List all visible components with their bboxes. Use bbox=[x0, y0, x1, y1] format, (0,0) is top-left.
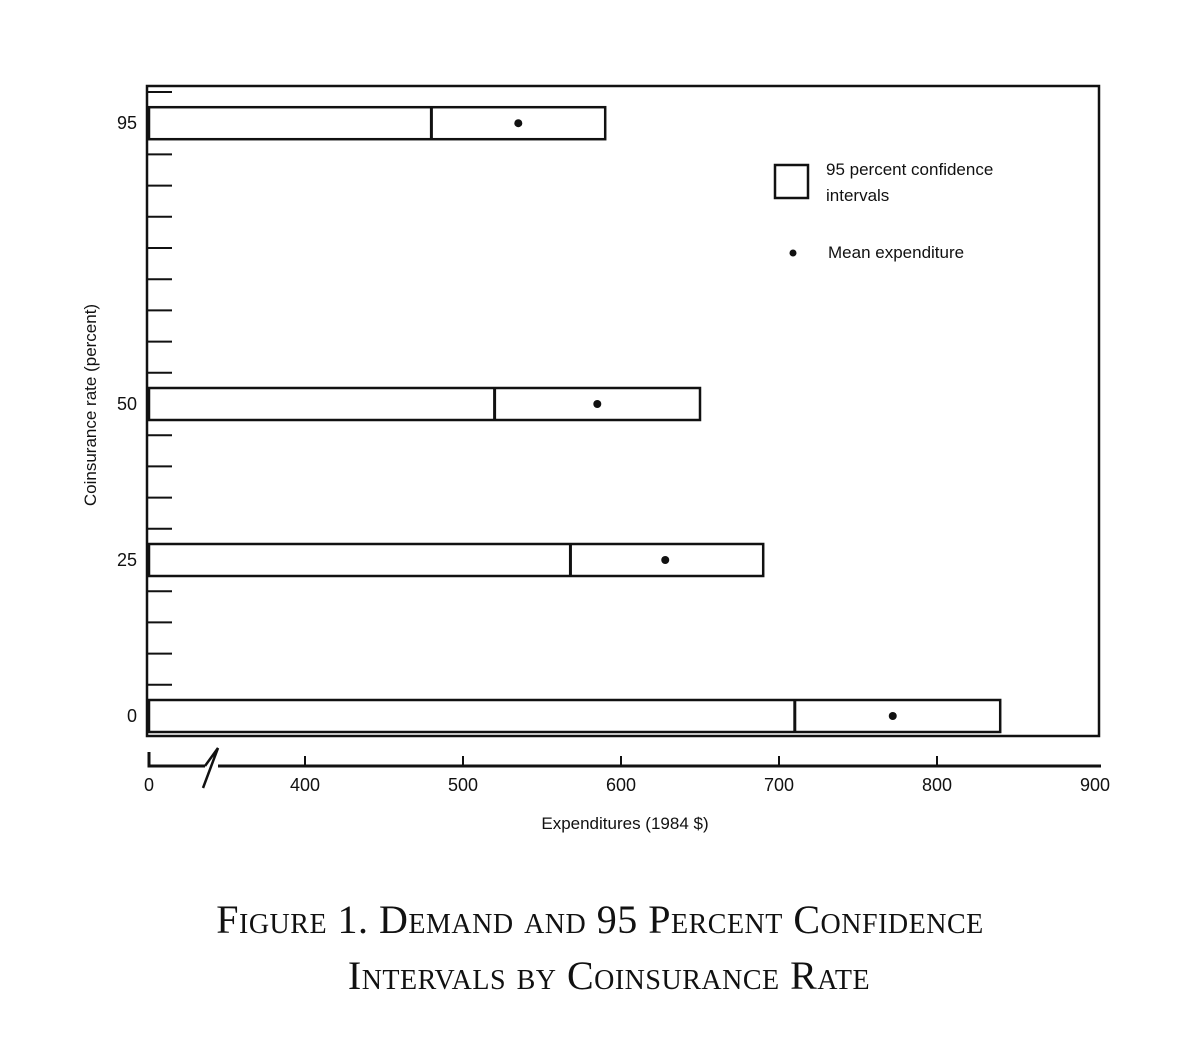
y-axis-title: Coinsurance rate (percent) bbox=[81, 304, 100, 506]
x-tick-labels: 0 400 500 600 700 800 900 bbox=[144, 756, 1110, 795]
figure-caption-line2: Intervals by Coinsurance Rate bbox=[347, 953, 871, 998]
mean-dot-0 bbox=[888, 712, 897, 720]
legend-ci-label-line1: 95 percent confidence bbox=[826, 160, 993, 179]
x-axis-line-left bbox=[147, 752, 205, 768]
legend-mean-label: Mean expenditure bbox=[828, 243, 964, 262]
y-tick-label: 95 bbox=[117, 113, 137, 133]
x-tick-label: 0 bbox=[144, 775, 154, 795]
chart: 0 25 50 95 0 400 500 600 700 800 900 Expenditures… bbox=[81, 84, 1110, 833]
mean-dot-95 bbox=[514, 119, 523, 128]
ci-bar-95 bbox=[147, 105, 607, 141]
ci-bar-0 bbox=[147, 698, 1002, 734]
x-tick-label: 900 bbox=[1080, 775, 1110, 795]
x-tick-label: 700 bbox=[764, 775, 794, 795]
legend-dot-symbol bbox=[789, 249, 797, 257]
x-tick-label: 800 bbox=[922, 775, 952, 795]
x-axis-title: Expenditures (1984 $) bbox=[541, 814, 708, 833]
mean-dot-25 bbox=[661, 556, 670, 564]
y-tick-labels: 0 25 50 95 bbox=[117, 113, 137, 726]
x-tick-label: 600 bbox=[606, 775, 636, 795]
ci-bar-25 bbox=[147, 542, 765, 578]
y-tick-label: 0 bbox=[127, 706, 137, 726]
x-axis bbox=[147, 747, 1101, 789]
y-tick-label: 50 bbox=[117, 394, 137, 414]
x-tick-label: 500 bbox=[448, 775, 478, 795]
ci-bars bbox=[147, 105, 1002, 734]
figure-caption-line1: Figure 1. Demand and 95 Percent Confiden… bbox=[216, 897, 984, 942]
legend: 95 percent confidence intervals Mean exp… bbox=[773, 160, 993, 262]
y-minor-ticks bbox=[147, 91, 172, 717]
plot-frame bbox=[145, 84, 1101, 738]
mean-dot-50 bbox=[593, 400, 602, 408]
x-axis-break bbox=[201, 747, 220, 789]
legend-ci-label-line2: intervals bbox=[826, 186, 889, 205]
x-tick-label: 400 bbox=[290, 775, 320, 795]
ci-bar-50 bbox=[147, 386, 702, 422]
y-tick-label: 25 bbox=[117, 550, 137, 570]
legend-box-symbol bbox=[773, 163, 810, 200]
